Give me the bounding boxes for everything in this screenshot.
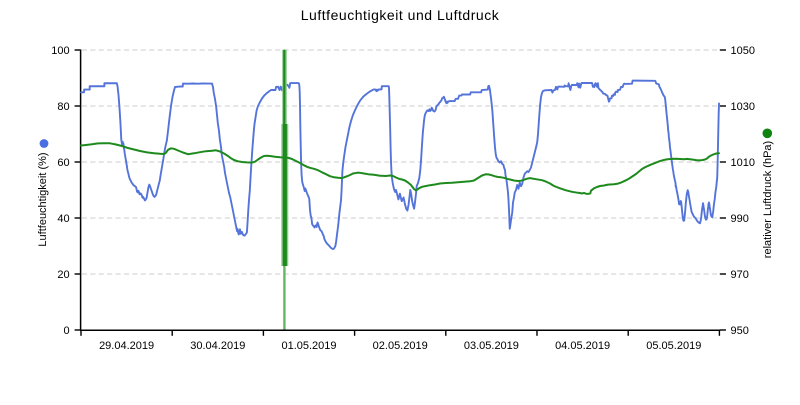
svg-text:1030: 1030 xyxy=(731,101,755,113)
svg-text:40: 40 xyxy=(57,213,69,225)
svg-text:Luftfeuchtigkeit (%): Luftfeuchtigkeit (%) xyxy=(37,152,49,246)
svg-text:Luftfeuchtigkeit und Luftdruck: Luftfeuchtigkeit und Luftdruck xyxy=(301,7,500,23)
svg-text:02.05.2019: 02.05.2019 xyxy=(373,340,428,352)
svg-text:20: 20 xyxy=(57,269,69,281)
svg-text:30.04.2019: 30.04.2019 xyxy=(190,340,245,352)
svg-text:0: 0 xyxy=(63,325,69,337)
svg-text:04.05.2019: 04.05.2019 xyxy=(555,340,610,352)
svg-text:990: 990 xyxy=(731,213,749,225)
svg-text:29.04.2019: 29.04.2019 xyxy=(99,340,154,352)
svg-text:1050: 1050 xyxy=(731,45,755,57)
svg-text:1010: 1010 xyxy=(731,157,755,169)
svg-text:80: 80 xyxy=(57,101,69,113)
svg-text:100: 100 xyxy=(51,45,69,57)
svg-text:950: 950 xyxy=(731,325,749,337)
svg-text:970: 970 xyxy=(731,269,749,281)
svg-text:01.05.2019: 01.05.2019 xyxy=(281,340,336,352)
svg-text:relativer Luftdruck (hPa): relativer Luftdruck (hPa) xyxy=(762,141,774,258)
svg-text:03.05.2019: 03.05.2019 xyxy=(464,340,519,352)
svg-text:05.05.2019: 05.05.2019 xyxy=(646,340,701,352)
svg-text:60: 60 xyxy=(57,157,69,169)
